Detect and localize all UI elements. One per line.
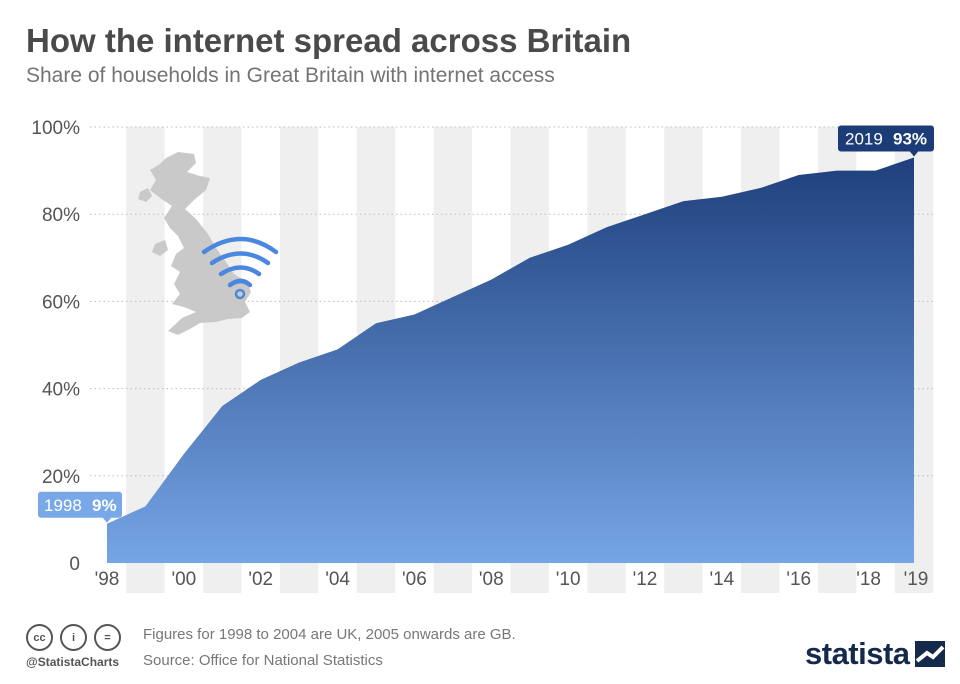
- start-label-value: 9%: [92, 496, 117, 515]
- footnote: Figures for 1998 to 2004 are UK, 2005 on…: [143, 626, 516, 643]
- person-icon[interactable]: i: [60, 624, 87, 651]
- series-area: [107, 157, 914, 563]
- x-tick-label: '14: [709, 569, 734, 590]
- x-tick-label: '10: [556, 569, 581, 590]
- start-label-year: 1998: [44, 496, 82, 515]
- y-tick-label: 80%: [42, 205, 80, 226]
- source-note: Source: Office for National Statistics: [143, 652, 383, 669]
- end-label-value: 93%: [893, 130, 927, 149]
- x-tick-label: '02: [248, 569, 273, 590]
- y-tick-label: 20%: [42, 467, 80, 488]
- end-label-year: 2019: [845, 130, 883, 149]
- x-tick-label: '08: [479, 569, 504, 590]
- x-tick-label: '12: [633, 569, 658, 590]
- statista-logo[interactable]: statista: [805, 636, 945, 672]
- y-tick-label: 100%: [31, 118, 80, 139]
- license-icons: cc i =: [26, 624, 121, 651]
- statista-logo-icon: [914, 641, 945, 667]
- x-tick-label: '98: [95, 569, 120, 590]
- x-tick-label: '19: [904, 569, 929, 590]
- chart-title: How the internet spread across Britain: [26, 22, 632, 59]
- x-tick-label: '06: [402, 569, 427, 590]
- x-tick-label: '18: [856, 569, 881, 590]
- chart-subtitle: Share of households in Great Britain wit…: [26, 64, 555, 87]
- y-tick-label: 40%: [42, 380, 80, 401]
- y-tick-label: 60%: [42, 292, 80, 313]
- end-label-pointer: [909, 150, 919, 157]
- great-britain-map-icon: [138, 152, 251, 335]
- x-tick-label: '00: [171, 569, 196, 590]
- x-tick-label: '16: [786, 569, 811, 590]
- start-label-box: [38, 491, 122, 518]
- y-tick-label: 0: [69, 554, 80, 575]
- brand-name: statista: [805, 636, 910, 671]
- cc-icon[interactable]: cc: [26, 624, 53, 651]
- wifi-icon: [201, 236, 279, 300]
- equals-icon[interactable]: =: [94, 624, 121, 651]
- x-tick-label: '04: [325, 569, 350, 590]
- twitter-handle[interactable]: @StatistaCharts: [26, 655, 120, 669]
- start-label-pointer: [102, 516, 112, 523]
- area-chart: 0 20% 40% 60% 80% 100% '98 '00 '02 '04 '06 '08 '10 '…: [31, 118, 935, 593]
- end-label-box: [838, 125, 934, 152]
